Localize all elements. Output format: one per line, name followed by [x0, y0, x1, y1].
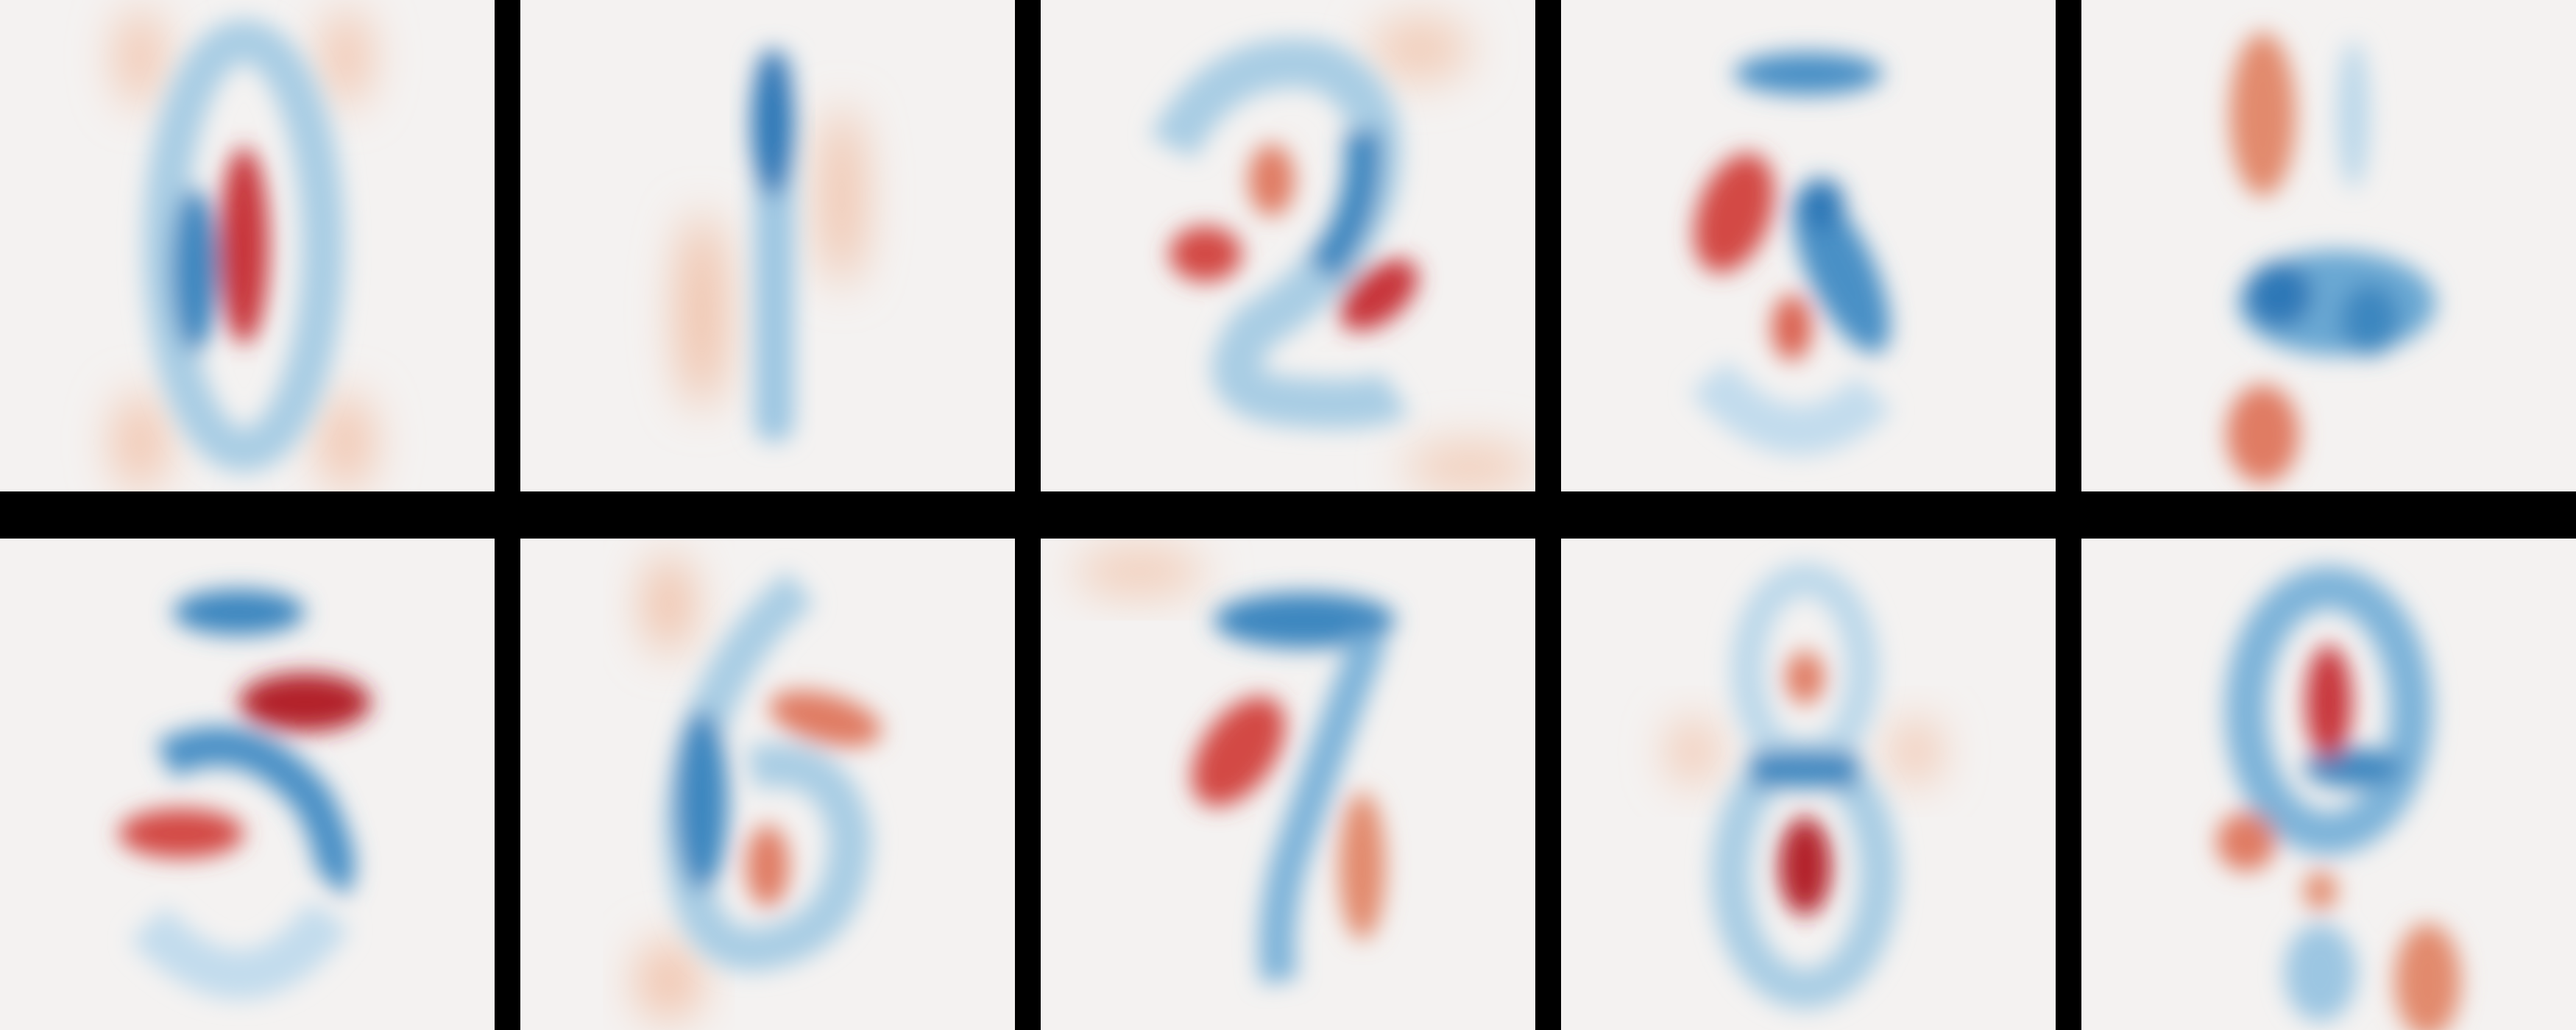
blob — [118, 809, 244, 859]
panel-bg — [2081, 0, 2576, 491]
weight-panel — [2081, 0, 2576, 491]
bar — [1750, 751, 1858, 788]
blob — [1192, 696, 1286, 807]
blob — [751, 49, 794, 197]
ring — [143, 19, 345, 472]
blob — [238, 672, 371, 732]
blob — [1778, 817, 1832, 916]
weight-panel — [1561, 0, 2056, 491]
digit-strokes — [751, 49, 794, 443]
blob — [2229, 32, 2296, 197]
digit-strokes — [1192, 592, 1395, 984]
blob — [2340, 283, 2400, 356]
digit-strokes — [118, 589, 371, 1000]
faint-lobes — [1669, 718, 1939, 784]
bar — [1214, 592, 1395, 649]
digit-strokes — [663, 571, 882, 971]
blob — [2216, 811, 2276, 872]
blob — [219, 147, 269, 344]
weight-panel — [520, 0, 1015, 491]
blob — [1339, 792, 1386, 940]
lobe — [1892, 718, 1939, 784]
faint-lobes — [635, 555, 702, 1022]
weight-panel — [2081, 539, 2576, 1030]
weight-panel — [1041, 0, 1535, 491]
bar — [1734, 52, 1883, 96]
blob — [1772, 294, 1812, 360]
blob — [2305, 644, 2352, 760]
digit-strokes — [2226, 32, 2436, 483]
blob — [2246, 262, 2313, 328]
blob — [2284, 923, 2357, 1022]
stroke — [663, 571, 872, 971]
blob — [1248, 143, 1295, 216]
stroke — [155, 726, 355, 897]
weight-panel — [1041, 539, 1535, 1030]
digit-strokes — [143, 19, 345, 472]
bar — [173, 589, 305, 636]
lobe — [113, 393, 167, 491]
faint-lobes — [113, 8, 373, 491]
digit-strokes — [1690, 52, 1892, 455]
lobe — [117, 8, 163, 107]
lobe — [1073, 547, 1206, 596]
lobe — [679, 213, 725, 410]
faint-lobes — [1073, 547, 1206, 596]
blob — [2394, 923, 2461, 1030]
weight-panel — [1561, 539, 2056, 1030]
blob — [675, 710, 729, 891]
blob — [1694, 153, 1774, 273]
blob — [1169, 226, 1242, 282]
digit-strokes — [2216, 566, 2461, 1030]
stroke — [1259, 631, 1388, 984]
weight-panel — [0, 539, 495, 1030]
blob — [769, 690, 882, 747]
blob — [2337, 40, 2370, 189]
ring — [2224, 566, 2433, 855]
lobe — [323, 8, 369, 107]
stroke — [1306, 129, 1382, 283]
lobe — [1370, 16, 1470, 82]
weight-panel — [0, 0, 495, 491]
lobe — [1403, 442, 1535, 491]
blob — [746, 825, 790, 907]
stroke — [1690, 360, 1892, 455]
weight-panel — [520, 539, 1015, 1030]
blob — [2226, 385, 2299, 483]
lobe — [635, 940, 702, 1022]
stroke — [130, 901, 350, 1000]
digit-strokes — [1150, 38, 1418, 429]
digit-strokes — [1710, 563, 1900, 1009]
blob — [1798, 178, 1845, 231]
blob — [1785, 651, 1825, 704]
faint-lobes — [1370, 16, 1535, 491]
blob — [2304, 871, 2338, 911]
blob — [1339, 259, 1418, 331]
lobe — [1669, 718, 1716, 784]
lobe — [645, 555, 692, 653]
blob — [171, 188, 218, 352]
lobe — [319, 393, 373, 491]
faint-lobes — [679, 106, 862, 410]
lobe — [821, 106, 862, 287]
